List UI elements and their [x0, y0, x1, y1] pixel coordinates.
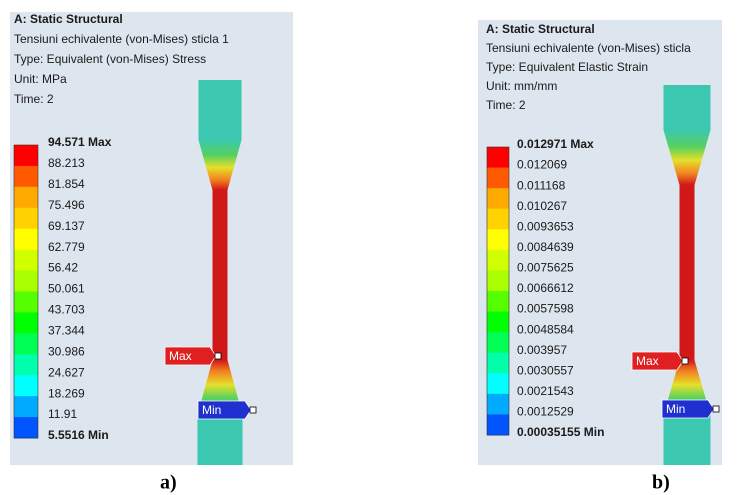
caption: b): [652, 472, 670, 494]
legend-band: [487, 394, 509, 415]
caption: a): [160, 472, 177, 494]
probe-point: [250, 407, 256, 413]
legend-label: 18.269: [48, 386, 85, 400]
legend-label: 75.496: [48, 198, 85, 212]
legend-band: [14, 375, 38, 396]
legend-label: 0.0075625: [517, 261, 574, 275]
bottom-grip: [664, 415, 711, 465]
legend-band: [487, 332, 509, 353]
legend-band: [14, 271, 38, 292]
legend-label: 94.571 Max: [48, 135, 112, 149]
legend-band: [487, 250, 509, 271]
header-line: Time: 2: [486, 98, 526, 112]
probe-point: [215, 353, 221, 359]
legend-label: 56.42: [48, 261, 78, 275]
legend-band: [14, 354, 38, 375]
legend-label: 0.0030557: [517, 363, 574, 377]
legend-label: 50.061: [48, 282, 85, 296]
neck: [680, 185, 695, 360]
legend-band: [487, 414, 509, 435]
legend-label: 0.003957: [517, 343, 567, 357]
legend-band: [14, 292, 38, 313]
legend-label: 0.010267: [517, 199, 567, 213]
legend-band: [487, 209, 509, 230]
header-title: A: Static Structural: [486, 22, 595, 36]
legend-band: [487, 168, 509, 189]
legend-label: 0.0021543: [517, 384, 574, 398]
legend-label: 0.0012529: [517, 405, 574, 419]
legend-band: [487, 291, 509, 312]
legend-label: 0.00035155 Min: [517, 425, 604, 439]
legend-band: [14, 312, 38, 333]
legend-band: [487, 229, 509, 250]
legend-band: [487, 373, 509, 394]
legend-band: [14, 187, 38, 208]
probe-label: Max: [636, 354, 659, 368]
legend-label: 0.0057598: [517, 302, 574, 316]
legend-label: 88.213: [48, 156, 85, 170]
legend-label: 24.627: [48, 365, 85, 379]
legend-label: 37.344: [48, 324, 85, 338]
legend-label: 43.703: [48, 303, 85, 317]
header-line: Type: Equivalent Elastic Strain: [486, 60, 648, 74]
header-line: Unit: MPa: [14, 72, 67, 86]
legend-band: [14, 333, 38, 354]
probe-point: [682, 358, 688, 364]
legend-band: [14, 208, 38, 229]
legend-label: 5.5516 Min: [48, 428, 109, 442]
legend-label: 11.91: [48, 407, 77, 421]
header-title: A: Static Structural: [14, 12, 123, 26]
probe-point: [713, 406, 719, 412]
legend-label: 0.012069: [517, 158, 567, 172]
legend-band: [14, 229, 38, 250]
legend-band: [14, 396, 38, 417]
probe-label: Max: [169, 349, 192, 363]
legend-label: 81.854: [48, 177, 85, 191]
legend-band: [14, 166, 38, 187]
header-line: Type: Equivalent (von-Mises) Stress: [14, 52, 206, 66]
legend-band: [14, 145, 38, 166]
legend-label: 0.0084639: [517, 240, 574, 254]
probe-label: Min: [202, 403, 221, 417]
legend-band: [487, 353, 509, 374]
probe-label: Min: [666, 402, 685, 416]
header-line: Time: 2: [14, 92, 54, 106]
legend-band: [487, 188, 509, 209]
legend-label: 0.0066612: [517, 281, 574, 295]
panel-b: A: Static Structural Tensiuni echivalente…: [478, 20, 722, 465]
panel-a: A: Static Structural Tensiuni echivalente…: [10, 12, 293, 465]
top-grip: [199, 80, 242, 140]
legend-band: [487, 312, 509, 333]
neck: [213, 190, 228, 360]
legend-label: 0.0048584: [517, 322, 574, 336]
legend-band: [487, 270, 509, 291]
legend-band: [14, 250, 38, 271]
bottom-grip: [198, 415, 243, 465]
header-line: Tensiuni echivalente (von-Mises) sticla: [486, 41, 691, 55]
top-grip: [664, 85, 711, 130]
legend-label: 0.011168: [517, 178, 566, 192]
header-line: Tensiuni echivalente (von-Mises) sticla …: [14, 32, 229, 46]
legend-band: [14, 417, 38, 438]
legend-label: 0.012971 Max: [517, 137, 594, 151]
legend-label: 62.779: [48, 240, 85, 254]
legend-band: [487, 147, 509, 168]
figure: A: Static Structural Tensiuni echivalente…: [0, 0, 737, 495]
header-line: Unit: mm/mm: [486, 79, 557, 93]
legend-label: 30.986: [48, 344, 85, 358]
legend-label: 69.137: [48, 219, 85, 233]
legend-label: 0.0093653: [517, 219, 574, 233]
